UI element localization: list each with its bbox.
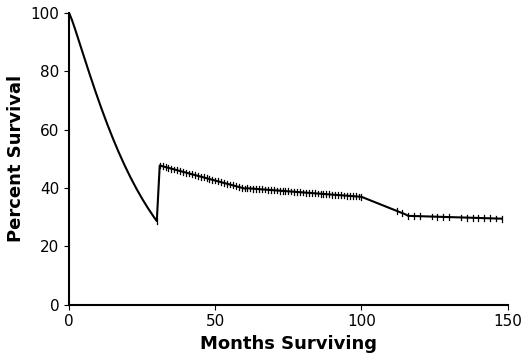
Y-axis label: Percent Survival: Percent Survival xyxy=(7,75,25,242)
X-axis label: Months Surviving: Months Surviving xyxy=(200,335,377,353)
